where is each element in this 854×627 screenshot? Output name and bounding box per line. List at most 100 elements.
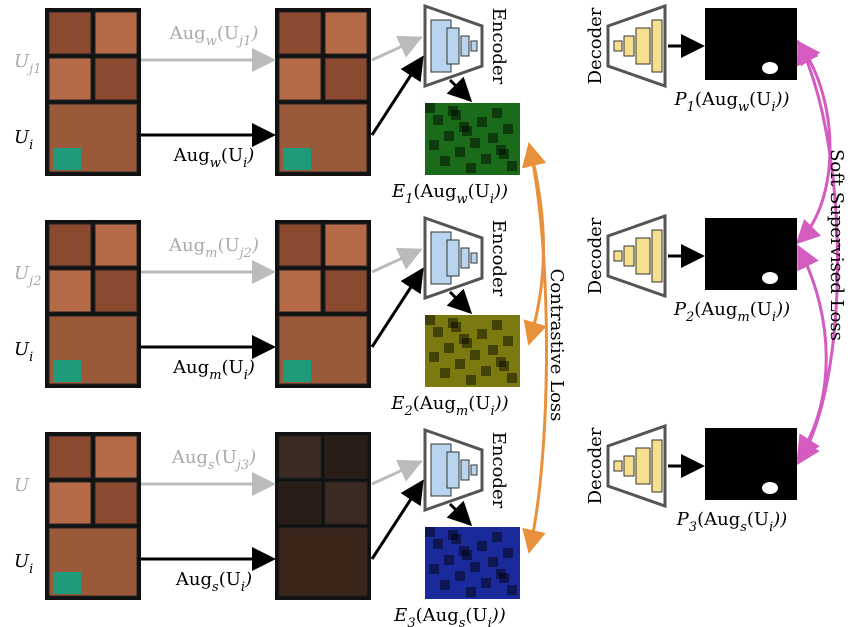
text-part: P — [673, 299, 687, 320]
subscript: w — [738, 100, 749, 115]
embedding-cell — [455, 571, 465, 581]
other-label: U — [14, 475, 30, 496]
aug-other-label: Augw(Uj1) — [169, 23, 259, 49]
text-part: (U — [221, 145, 243, 166]
embedding-cell — [425, 315, 435, 325]
text-part: P — [673, 89, 687, 110]
encoder-block — [461, 248, 469, 268]
image-tile — [49, 436, 91, 478]
embedding-cell — [481, 154, 491, 164]
text-part: E — [391, 181, 405, 202]
prediction — [705, 218, 797, 290]
diagram: Contrastive Loss Soft Supervised Loss Uj… — [0, 0, 854, 627]
aug-other-label: Augs(Uj3) — [171, 447, 256, 473]
prediction-label: P1(Augw(Ui)) — [673, 89, 789, 115]
image-tile — [95, 58, 137, 100]
decoder-label: Decoder — [585, 427, 606, 504]
text-part: )) — [491, 605, 506, 626]
embedding-cell — [429, 140, 439, 150]
subscript: j2 — [237, 246, 252, 261]
image-tile — [95, 224, 137, 266]
soft-supervised-loss: Soft Supervised Loss — [826, 149, 847, 341]
text-part: ) — [246, 145, 254, 166]
text-part: U — [14, 551, 30, 572]
encoder-block — [471, 41, 477, 51]
text-part: ) — [251, 235, 259, 256]
subscript: i — [29, 350, 33, 365]
encoder-label: Encoder — [488, 432, 509, 509]
marker — [53, 360, 81, 382]
embedding-cell — [425, 527, 435, 537]
embedding-cell — [466, 375, 476, 385]
embedding-cell — [470, 138, 480, 148]
embedding-cell — [444, 555, 454, 565]
prediction-blob — [762, 482, 778, 494]
subscript: i — [29, 562, 33, 577]
supervised-arrow — [800, 45, 830, 240]
image-tile — [325, 482, 367, 524]
embedding-cell — [507, 585, 517, 595]
text-part: (U — [219, 569, 241, 590]
embedding-cell — [466, 587, 476, 597]
embedding-cell — [459, 334, 469, 344]
image-tile — [95, 12, 137, 54]
decoder-block — [652, 230, 662, 282]
decoder-block — [636, 238, 650, 274]
text-part: )) — [494, 393, 509, 414]
text-part: ) — [247, 357, 255, 378]
decoder-block — [652, 20, 662, 72]
arrow — [372, 58, 422, 135]
encoder-block — [471, 253, 477, 263]
embedding-cell — [477, 541, 487, 551]
embedding-cell — [488, 557, 498, 567]
text-part: (Aug — [697, 509, 740, 530]
supervised-arrow — [800, 250, 826, 455]
text-part: Aug — [168, 235, 205, 256]
decoder-label: Decoder — [585, 217, 606, 294]
text-part: Aug — [171, 447, 208, 468]
marker — [53, 572, 81, 594]
subscript: m — [205, 246, 217, 261]
subscript: w — [206, 34, 217, 49]
image-tile — [95, 270, 137, 312]
embedding-cell — [481, 578, 491, 588]
text-part: U — [14, 475, 30, 496]
subscript: w — [210, 156, 221, 171]
embedding-cell — [470, 562, 480, 572]
embedding-cell — [503, 548, 513, 558]
decoder-block — [624, 456, 634, 476]
prediction-blob — [762, 272, 778, 284]
aug-main-label: Augs(Ui) — [175, 569, 252, 595]
text-part: Aug — [173, 145, 210, 166]
marker — [53, 148, 81, 170]
text-part: (U — [468, 393, 490, 414]
embedding-cell — [496, 569, 506, 579]
prediction — [705, 8, 797, 80]
encoder-block — [447, 240, 459, 276]
embedding-cell — [455, 147, 465, 157]
image-tile — [325, 12, 367, 54]
subscript: 2 — [685, 310, 694, 325]
text-part: (Aug — [413, 181, 456, 202]
text-part: (Aug — [413, 393, 456, 414]
image-tile — [95, 482, 137, 524]
text-part: )) — [775, 89, 790, 110]
embedding-cell — [429, 352, 439, 362]
embedding-cell — [492, 320, 502, 330]
decoder-block — [624, 246, 634, 266]
decoder-block — [636, 448, 650, 484]
decoder-label: Decoder — [585, 7, 606, 84]
text-part: ) — [248, 447, 256, 468]
image-tile — [279, 528, 367, 596]
embedding-cell — [444, 343, 454, 353]
subscript: 1 — [687, 100, 695, 115]
text-part: (Aug — [416, 605, 459, 626]
decoder-block — [614, 461, 622, 471]
embedding-cell — [488, 133, 498, 143]
image-tile — [325, 224, 367, 266]
subscript: m — [209, 368, 221, 383]
embedding-cell — [425, 103, 435, 113]
image-tile — [49, 58, 91, 100]
embedding-label: E2(Augm(Ui)) — [390, 393, 508, 419]
embedding-cell — [466, 163, 476, 173]
